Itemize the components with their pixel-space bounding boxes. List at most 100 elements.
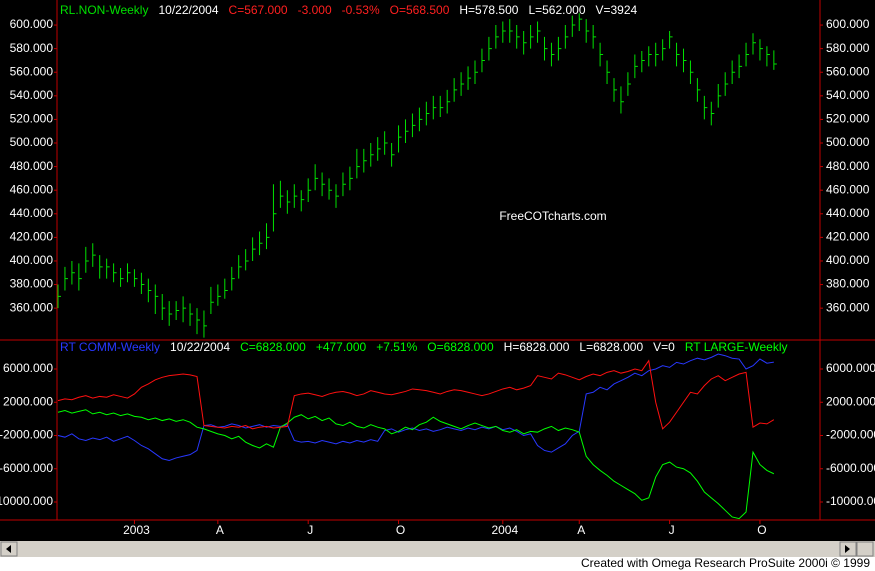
price-bar [578,13,583,31]
price-bar [418,107,423,132]
price-bar [78,263,82,291]
y-tick-label: 420.000 [826,230,870,244]
price-bar [488,36,492,61]
y-tick-label: 480.000 [10,159,54,173]
price-bar [481,48,485,73]
price-bar [662,39,666,61]
price-bar [64,266,68,291]
price-bar [238,255,242,279]
y-tick-label: 440.000 [10,206,54,220]
price-bar [745,42,750,67]
y-tick-label: 400.000 [826,253,870,267]
price-bar [453,78,458,102]
x-tick-label: J [307,523,313,537]
price-bar [356,148,360,179]
price-bar [627,72,631,96]
price-bar [509,19,513,43]
y-tick-label: 500.000 [826,135,870,149]
header-text: L=6828.000 [579,340,643,354]
price-bar [502,21,506,43]
price-bar [85,246,89,273]
price-bar [286,190,291,214]
price-bar [57,284,61,309]
price-bar [224,278,228,299]
price-bar [279,180,284,208]
price-bar [120,268,124,287]
price-bar [196,308,200,335]
price-bar [259,231,263,256]
y-tick-label: 560.000 [826,64,870,78]
y-tick-label: 420.000 [10,230,54,244]
price-bar [599,42,604,67]
price-bar [182,296,187,323]
y-tick-label: 2000.000 [826,394,875,408]
x-tick-label: A [216,523,224,537]
price-bar [245,249,249,271]
price-bar [300,190,305,212]
price-bar [544,36,548,61]
price-bar [349,166,353,191]
price-bar [217,284,221,306]
header-text: H=578.500 [459,3,518,17]
price-bar [460,72,465,96]
y-tick-label: -2000.000 [0,428,53,442]
price-bar [731,60,736,85]
header-text: 10/22/2004 [158,3,218,17]
header-text: V=3924 [596,3,638,17]
price-bar [99,255,103,279]
header-text: H=6828.000 [504,340,570,354]
price-bar [752,33,756,55]
y-tick-label: 600.000 [10,17,54,31]
price-bar [683,48,687,73]
price-bar [550,42,555,67]
header-text: C=6828.000 [240,340,306,354]
scroll-thumb[interactable] [856,541,874,557]
price-bar [266,223,270,250]
header-text: RT COMM-Weekly [60,340,160,354]
price-bar [613,78,617,102]
price-bar [537,21,541,43]
price-bar [92,243,96,267]
price-bar [759,39,763,61]
price-bar [398,125,402,153]
header-text: -3.000 [298,3,332,17]
price-bar [717,84,722,108]
price-bar [655,42,659,67]
price-bar [620,86,624,114]
y-tick-label: 460.000 [826,182,870,196]
header-text: O=568.500 [390,3,450,17]
price-bar [168,301,173,326]
price-bar [606,60,611,85]
y-tick-label: -6000.000 [826,461,875,475]
price-bar [189,303,194,326]
price-bar [405,119,409,144]
y-tick-label: 400.000 [10,253,54,267]
price-bar [474,60,478,85]
price-bar [106,258,110,279]
price-bar [689,60,694,85]
price-bar [314,164,319,191]
y-tick-label: 360.000 [826,300,870,314]
watermark: FreeCOTcharts.com [499,209,606,223]
x-tick-label: A [577,523,585,537]
footer: Created with Omega Research ProSuite 200… [581,556,870,570]
price-bar [773,50,777,70]
price-bar [676,42,680,67]
price-bar [384,131,388,155]
header-text: +7.51% [376,340,417,354]
price-bar [530,25,534,49]
y-tick-label: 360.000 [10,300,54,314]
price-bar [293,184,298,208]
y-tick-label: 460.000 [10,182,54,196]
price-bar [585,19,590,43]
price-bar [252,237,256,261]
price-bar [703,95,708,120]
price-bar [272,184,277,232]
arrow-icon [6,545,11,553]
scrollbar[interactable] [0,541,875,557]
y-tick-label: 380.000 [10,277,54,291]
price-bar [147,278,152,303]
price-bar [231,266,235,291]
arrow-icon [845,545,850,553]
